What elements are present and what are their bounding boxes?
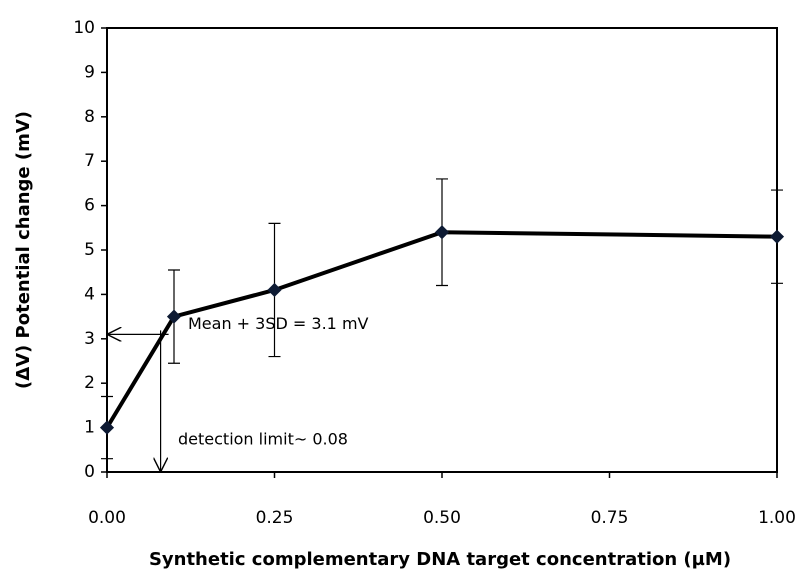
marker (434, 225, 450, 240)
y-tick-label: 3 (84, 329, 95, 349)
marker (166, 309, 182, 324)
y-tick-label: 4 (84, 284, 95, 304)
y-tick-label: 6 (84, 196, 95, 216)
y-tick-label: 7 (84, 151, 95, 171)
annotation: detection limit~ 0.08 (178, 430, 348, 449)
marker (99, 420, 115, 435)
y-tick-label: 2 (84, 373, 95, 393)
x-tick-label: 0.00 (88, 508, 126, 528)
annotation: Mean + 3SD = 3.1 mV (188, 314, 369, 333)
y-axis-label: (ΔV) Potential change (mV) (13, 111, 34, 389)
marker (267, 282, 282, 298)
x-tick-label: 0.25 (256, 508, 294, 528)
marker (769, 229, 785, 244)
x-tick-label: 1.00 (758, 508, 796, 528)
x-axis-label: Synthetic complementary DNA target conce… (149, 549, 731, 570)
y-tick-label: 10 (73, 18, 95, 38)
y-tick-label: 1 (84, 418, 95, 438)
y-tick-label: 5 (84, 240, 95, 260)
y-tick-label: 8 (84, 107, 95, 127)
x-tick-label: 0.75 (591, 508, 629, 528)
x-tick-label: 0.50 (423, 508, 461, 528)
y-tick-label: 9 (84, 62, 95, 82)
y-tick-label: 0 (84, 462, 95, 482)
